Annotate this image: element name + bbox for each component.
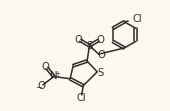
- Text: O: O: [37, 81, 45, 91]
- Text: O: O: [98, 50, 106, 60]
- Text: Cl: Cl: [133, 14, 142, 25]
- Text: Cl: Cl: [77, 93, 87, 103]
- Text: O: O: [41, 62, 49, 72]
- Text: +: +: [54, 71, 60, 77]
- Text: O: O: [96, 35, 104, 45]
- Text: S: S: [97, 68, 104, 78]
- Text: −: −: [35, 83, 42, 92]
- Text: N: N: [50, 71, 58, 81]
- Text: O: O: [75, 35, 83, 45]
- Text: S: S: [86, 41, 93, 51]
